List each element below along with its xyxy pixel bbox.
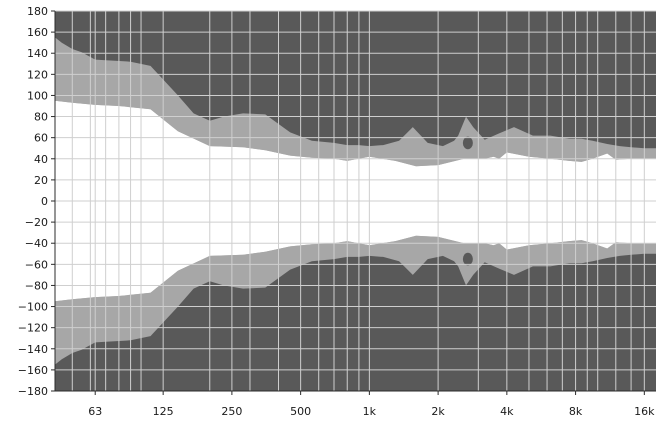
- y-tick-label: −40: [25, 237, 48, 250]
- x-tick-label: 125: [153, 405, 174, 418]
- y-tick-label: 100: [27, 89, 48, 102]
- x-tick-label: 16k: [634, 405, 655, 418]
- y-tick-label: −60: [25, 258, 48, 271]
- x-tick-label: 500: [290, 405, 311, 418]
- axes: [51, 10, 656, 395]
- x-tick-label: 2k: [431, 405, 445, 418]
- x-tick-label: 63: [88, 405, 102, 418]
- lower-band-area: [55, 235, 656, 365]
- y-tick-label: −120: [18, 322, 48, 335]
- y-tick-label: −100: [18, 301, 48, 314]
- y-tick-label: −160: [18, 364, 48, 377]
- x-tick-label: 250: [221, 405, 242, 418]
- x-tick-label: 1k: [363, 405, 377, 418]
- x-tick-label: 4k: [500, 405, 514, 418]
- upper-dark-blob: [462, 136, 473, 150]
- y-tick-label: −140: [18, 343, 48, 356]
- y-tick-label: −180: [18, 385, 48, 398]
- grid-lines: [55, 10, 656, 392]
- y-tick-label: −20: [25, 216, 48, 229]
- y-tick-label: 60: [34, 132, 48, 145]
- y-tick-label: 120: [27, 68, 48, 81]
- y-tick-label: 40: [34, 153, 48, 166]
- y-tick-label: 180: [27, 5, 48, 18]
- y-tick-labels: 180 160 140 120 100 80 60 40 20 0 −20 −40 −60 −80 −100…: [18, 5, 48, 398]
- x-tick-labels: 63 125 250 500 1k 2k 4k 8k 16k: [88, 405, 655, 418]
- y-tick-label: 0: [41, 195, 48, 208]
- y-tick-label: −80: [25, 279, 48, 292]
- y-tick-label: 80: [34, 111, 48, 124]
- y-tick-label: 20: [34, 174, 48, 187]
- lower-dark-blob: [462, 252, 473, 266]
- x-tick-label: 8k: [569, 405, 583, 418]
- y-tick-label: 140: [27, 47, 48, 60]
- y-tick-label: 160: [27, 26, 48, 39]
- upper-band-area: [55, 37, 656, 167]
